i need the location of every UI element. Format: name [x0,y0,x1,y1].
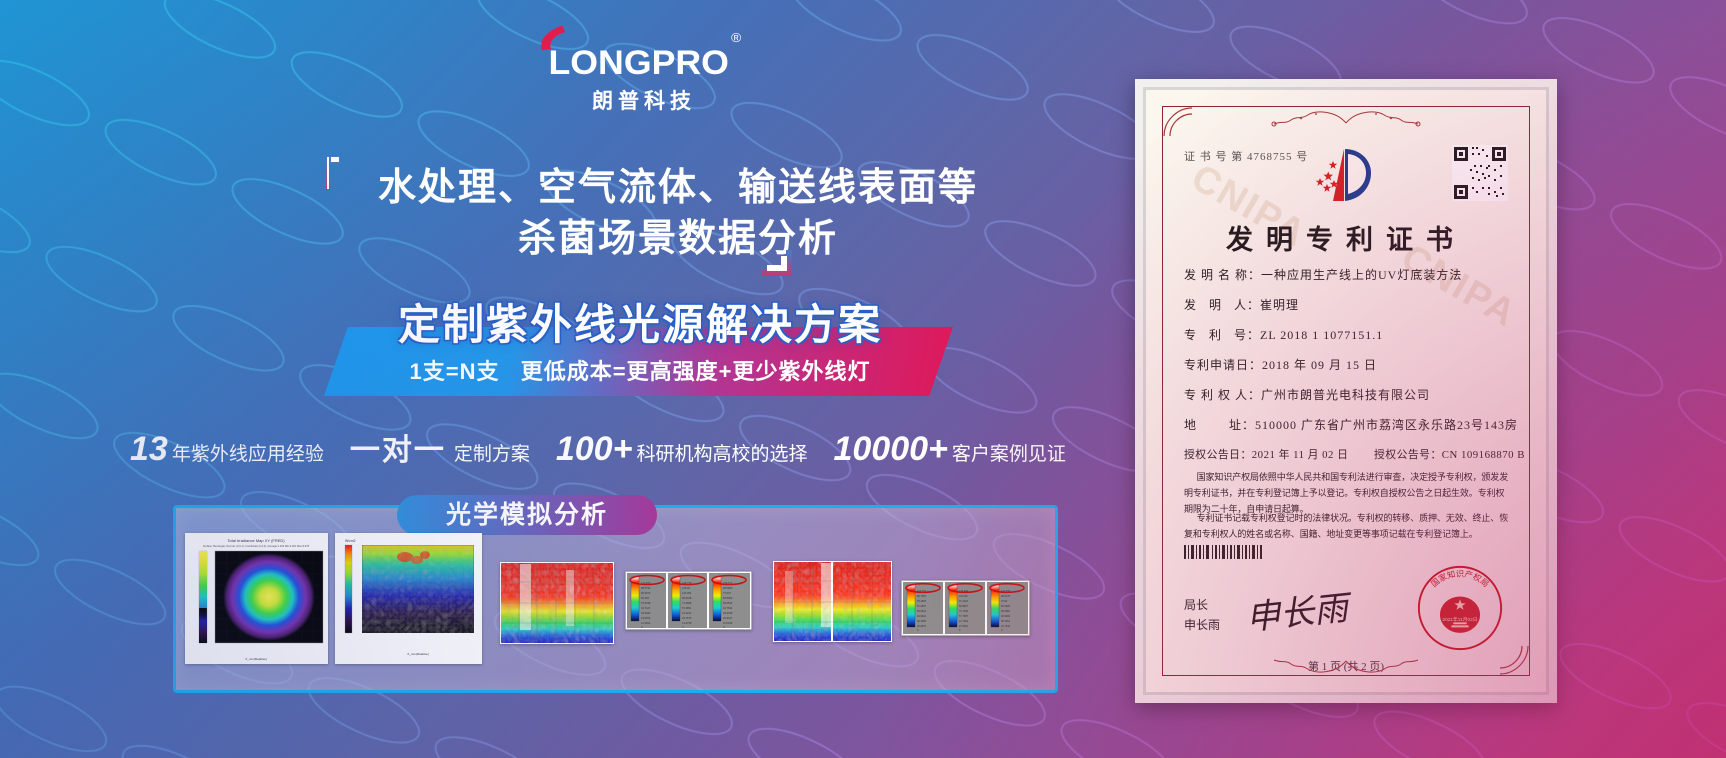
svg-text:11.9292: 11.9292 [641,621,651,625]
svg-text:68.2629: 68.2629 [1001,605,1011,608]
svg-text:72.3608: 72.3608 [682,601,692,605]
svg-text:23.0563: 23.0563 [641,616,651,620]
svg-text:56.0542: 56.0542 [723,601,733,605]
svg-text:27.5604: 27.5604 [959,625,969,628]
svg-text:33.9338: 33.9338 [723,611,733,615]
svg-text:36.4356: 36.4356 [917,620,927,623]
svg-text:X_mm(Relative): X_mm(Relative) [245,657,267,661]
svg-text:41.7964: 41.7964 [959,620,969,623]
svg-text:120.354: 120.354 [682,591,692,595]
svg-text:46.9921: 46.9921 [917,615,927,618]
svg-text:57.2851: 57.2851 [682,606,692,610]
svg-text:58.5882: 58.5882 [1001,610,1011,613]
svg-text:97.4118: 97.4118 [959,600,968,603]
svg-text:98.5794: 98.5794 [641,586,651,590]
svg-text:56.9634: 56.9634 [917,610,927,613]
svg-text:国家知识产权局: 国家知识产权局 [1430,569,1491,589]
svg-text:22.7643: 22.7643 [1001,625,1011,628]
svg-text:78.4878: 78.4878 [917,600,927,603]
svg-text:66.5952: 66.5952 [723,596,733,600]
svg-text:11.5139: 11.5139 [723,621,733,625]
svg-text:29.7675: 29.7675 [682,616,692,620]
svg-text:69.369: 69.369 [641,596,649,600]
svg-text:48.9006: 48.9006 [1001,615,1011,618]
svg-text:90.0873: 90.0873 [641,591,651,595]
svg-text:77.076: 77.076 [723,591,731,595]
svg-text:申长雨: 申长雨 [1245,590,1355,638]
svg-text:X_mm(Relative): X_mm(Relative) [407,652,429,656]
svg-text:43.4213: 43.4213 [682,611,692,615]
svg-text:57.7987: 57.7987 [959,615,969,618]
svg-text:22.8675: 22.8675 [917,625,927,628]
svg-text:Surface: Rectangle; Normal: (0: Surface: Rectangle; Normal: (0,0,1); Coo… [203,544,310,548]
svg-text:57.6439: 57.6439 [641,601,651,605]
svg-text:22.9217: 22.9217 [723,616,733,620]
svg-text:Total Irradiance Map XY (FRED): Total Irradiance Map XY (FRED) [227,538,285,543]
svg-text:67.2697: 67.2697 [917,605,927,608]
svg-text:135.39: 135.39 [682,586,690,590]
svg-text:34.5949: 34.5949 [641,611,651,615]
svg-text:46.7127: 46.7127 [641,606,651,610]
svg-text:70.7359: 70.7359 [959,610,969,613]
svg-text:98.9175: 98.9175 [1001,595,1011,598]
svg-text:W/cm2: W/cm2 [345,539,356,543]
svg-text:111.442: 111.442 [959,595,968,598]
svg-text:83.5867: 83.5867 [959,605,969,608]
svg-text:98.0869: 98.0869 [723,586,733,590]
svg-text:44.7634: 44.7634 [723,606,733,610]
svg-text:79.94: 79.94 [1001,600,1008,603]
svg-text:14.4739: 14.4739 [682,621,692,625]
svg-text:38.1514: 38.1514 [1001,620,1011,623]
svg-text:88.7901: 88.7901 [917,595,927,598]
svg-text:96.9428: 96.9428 [682,596,692,600]
